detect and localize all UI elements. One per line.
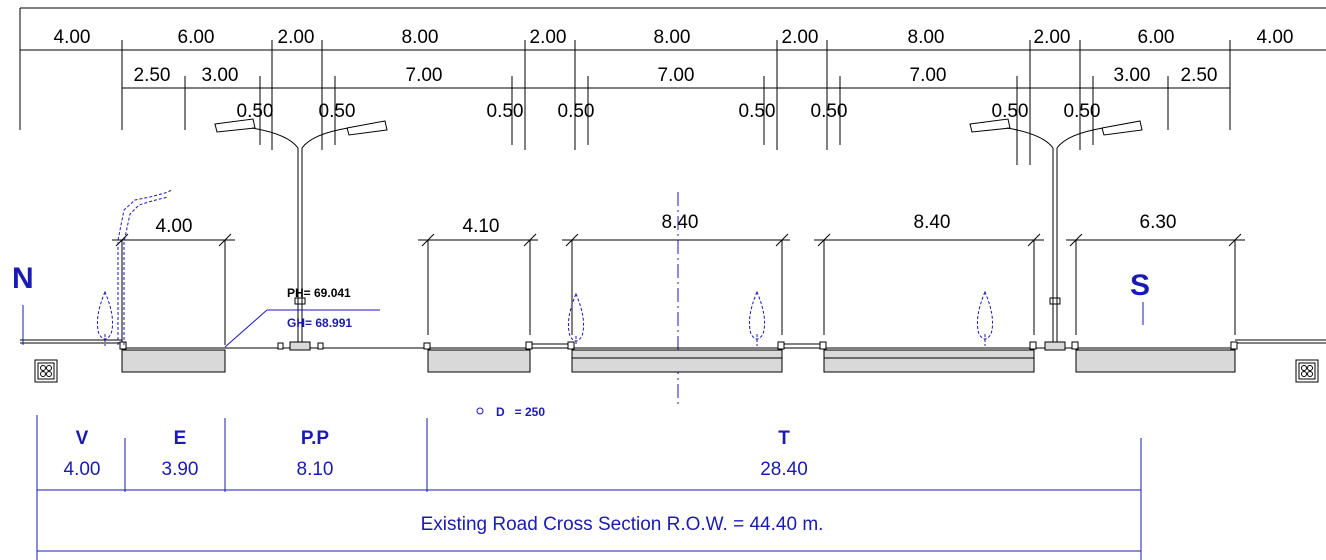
dim-label: 2.00 xyxy=(1034,27,1071,48)
dim-label: 4.00 xyxy=(1257,27,1294,48)
manhole-right-icon xyxy=(1295,359,1319,383)
tree-icon xyxy=(97,290,113,346)
tree-icon xyxy=(977,290,993,346)
dim-label: 7.00 xyxy=(658,65,695,86)
dim-label: 0.50 xyxy=(739,101,776,122)
top-dimension-row-3: 0.50 0.50 0.50 0.50 0.50 0.50 0.50 0.50 xyxy=(237,101,1101,122)
table-code-cell: T xyxy=(778,428,790,449)
dim-label: 2.00 xyxy=(782,27,819,48)
top-dimension-lines xyxy=(19,7,1326,165)
table-value-cell: 8.10 xyxy=(297,459,334,480)
table-code-cell: P.P xyxy=(301,428,330,449)
south-label: S xyxy=(1130,269,1150,302)
segment-dim-label: 8.40 xyxy=(914,212,951,233)
pavement-layers xyxy=(121,349,1236,373)
curbs xyxy=(119,341,1238,351)
dim-label: 2.50 xyxy=(134,65,171,86)
cross-section-caption: Existing Road Cross Section R.O.W. = 44.… xyxy=(421,514,824,535)
dim-label: 0.50 xyxy=(992,101,1029,122)
summary-table-codes: V E P.P T xyxy=(76,428,791,449)
ground-line xyxy=(20,339,1326,349)
dim-label: 0.50 xyxy=(1064,101,1101,122)
segment-dimension-labels: 4.00 4.10 8.40 8.40 6.30 xyxy=(156,212,1177,237)
segment-dim-label: 8.40 xyxy=(662,212,699,233)
table-value-cell: 4.00 xyxy=(64,459,101,480)
top-dimension-row-2: 2.50 3.00 7.00 7.00 7.00 3.00 2.50 xyxy=(134,65,1218,86)
dim-label: 0.50 xyxy=(811,101,848,122)
dim-label: 0.50 xyxy=(558,101,595,122)
dim-label: 2.50 xyxy=(1181,65,1218,86)
street-light-left xyxy=(214,118,388,345)
dim-label: 8.00 xyxy=(402,27,439,48)
table-value-cell: 28.40 xyxy=(760,459,808,480)
segment-dimension-lines xyxy=(112,233,1245,345)
summary-table-values: 4.00 3.90 8.10 28.40 xyxy=(64,459,808,480)
dim-label: 0.50 xyxy=(487,101,524,122)
dim-label: 2.00 xyxy=(530,27,567,48)
tree-icon xyxy=(568,292,584,346)
segment-dim-label: 4.10 xyxy=(463,216,500,237)
summary-table-lines xyxy=(36,415,1142,560)
dim-label: 8.00 xyxy=(908,27,945,48)
table-value-cell: 3.90 xyxy=(162,459,199,480)
dim-label: 7.00 xyxy=(910,65,947,86)
dim-label: 4.00 xyxy=(54,27,91,48)
segment-dim-label: 6.30 xyxy=(1140,212,1177,233)
street-light-right xyxy=(969,118,1143,345)
pipe-icon xyxy=(476,407,484,415)
table-code-cell: V xyxy=(76,428,89,449)
tree-icon xyxy=(749,290,765,346)
trees xyxy=(97,290,993,346)
gh-level-label: GH= 68.991 xyxy=(287,316,352,330)
dim-label: 2.00 xyxy=(278,27,315,48)
manhole-left-icon xyxy=(34,359,58,383)
dim-label: 3.00 xyxy=(1114,65,1151,86)
table-code-cell: E xyxy=(174,428,187,449)
boundary-wall xyxy=(117,189,173,345)
dim-label: 6.00 xyxy=(1138,27,1175,48)
dim-label: 6.00 xyxy=(178,27,215,48)
top-dimension-row-1: 4.00 6.00 2.00 8.00 2.00 8.00 2.00 8.00 … xyxy=(54,27,1294,48)
pipe-diameter-label: D = 250 xyxy=(496,405,545,419)
dim-label: 8.00 xyxy=(654,27,691,48)
dim-label: 0.50 xyxy=(237,101,274,122)
ph-level-label: PH= 69.041 xyxy=(287,286,351,300)
dim-label: 3.00 xyxy=(202,65,239,86)
dim-label: 7.00 xyxy=(406,65,443,86)
segment-dim-label: 4.00 xyxy=(156,216,193,237)
dim-label: 0.50 xyxy=(319,101,356,122)
north-label: N xyxy=(12,262,34,295)
